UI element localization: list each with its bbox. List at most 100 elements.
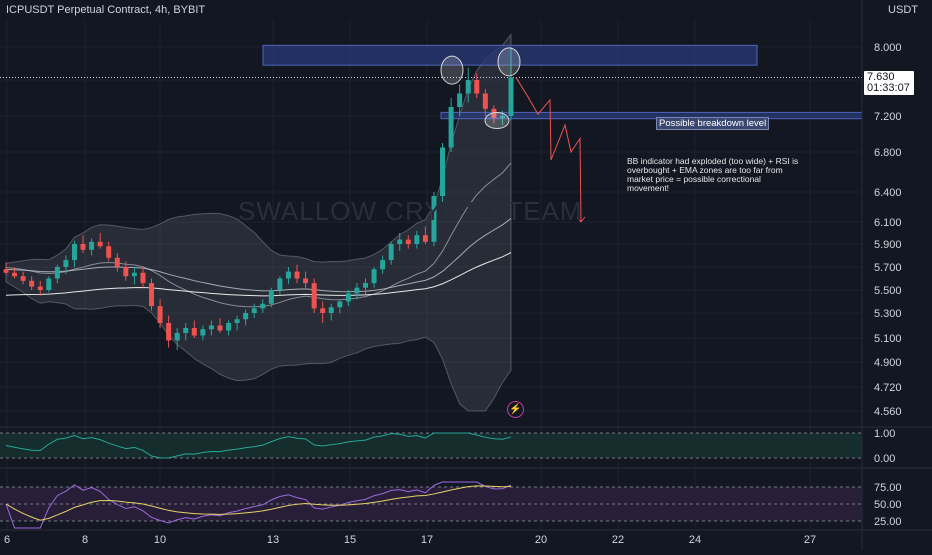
candle-body — [414, 235, 420, 244]
candle-body — [354, 287, 360, 294]
y-axis-tick: 4.560 — [874, 406, 902, 418]
x-axis-tick: 22 — [612, 534, 624, 546]
last-price: 7.630 — [867, 71, 895, 83]
zone-upper-resistance — [262, 44, 758, 66]
projection-path — [515, 77, 582, 223]
candle-body — [12, 272, 18, 277]
candle-body — [285, 271, 291, 279]
candle-body — [71, 244, 77, 261]
candle-body — [388, 244, 394, 261]
candle-body — [140, 272, 146, 284]
rsi-line — [5, 481, 512, 529]
y-axis-tick: 7.200 — [874, 111, 902, 123]
candle-body — [465, 80, 471, 94]
candle-body — [311, 283, 317, 309]
candle-body — [46, 278, 52, 290]
candle-body — [149, 283, 155, 307]
candle-body — [260, 303, 266, 309]
candle-body — [345, 293, 351, 302]
x-axis-tick: 27 — [804, 534, 816, 546]
candle-body — [405, 239, 411, 244]
x-axis-tick: 10 — [154, 534, 166, 546]
candle-body — [268, 290, 274, 304]
candle-body — [20, 276, 26, 281]
highlight-ellipse — [497, 47, 521, 77]
y-axis-tick: 6.400 — [874, 187, 902, 199]
candle-body — [337, 301, 343, 308]
candle-body — [422, 235, 428, 242]
candle-body — [243, 313, 249, 320]
y-axis-tick: 4.900 — [874, 357, 902, 369]
candle-body — [320, 308, 326, 313]
y-axis-tick: 5.700 — [874, 262, 902, 274]
x-axis-tick: 8 — [82, 534, 88, 546]
x-axis-tick: 15 — [344, 534, 356, 546]
candle-body — [200, 329, 206, 336]
candle-body — [431, 196, 437, 242]
rsi-signal-line — [5, 485, 512, 521]
analysis-note[interactable]: BB indicator had exploded (too wide) + R… — [627, 156, 799, 193]
y-axis-tick: 6.100 — [874, 217, 902, 229]
x-axis-tick: 20 — [535, 534, 547, 546]
currency-label: USDT — [888, 4, 918, 16]
candle-body — [106, 246, 112, 258]
candle-body — [457, 93, 463, 107]
ema-line — [5, 252, 512, 297]
candle-body — [97, 241, 103, 247]
oscillator-tick: 0.00 — [874, 453, 895, 465]
oscillator-band — [0, 433, 862, 458]
candle-body — [226, 323, 232, 331]
chart-title[interactable]: ICPUSDT Perpetual Contract, 4h, BYBIT — [6, 4, 206, 16]
candle-body — [474, 80, 480, 94]
candle-body — [63, 260, 69, 267]
candle-body — [3, 269, 9, 273]
candle-body — [397, 239, 403, 244]
candle-body — [157, 306, 163, 323]
rsi-tick: 75.00 — [874, 482, 902, 494]
y-axis-tick: 6.800 — [874, 147, 902, 159]
candle-body — [328, 307, 334, 313]
y-axis-tick: 5.100 — [874, 333, 902, 345]
candle-body — [508, 77, 514, 116]
candle-body — [277, 278, 283, 290]
candle-body — [491, 108, 497, 118]
highlight-ellipse — [484, 112, 510, 129]
candle-body — [174, 333, 180, 341]
candle-body — [208, 325, 214, 330]
ema-line — [5, 162, 512, 308]
candle-body — [380, 260, 386, 270]
candle-body — [371, 269, 377, 284]
candle-body — [114, 257, 120, 267]
watermark-text: SWALLOW CRYPTO TEAM — [238, 196, 583, 226]
candle-body — [303, 278, 309, 284]
x-axis-tick: 6 — [4, 534, 10, 546]
candle-body — [29, 280, 35, 287]
y-axis-tick: 5.900 — [874, 239, 902, 251]
candle-body — [448, 107, 454, 148]
oscillator-tick: 1.00 — [874, 428, 895, 440]
highlight-ellipse — [440, 55, 464, 85]
candle-body — [482, 93, 488, 109]
candle-body — [131, 272, 137, 277]
candle-body — [362, 283, 368, 288]
candle-body — [80, 244, 86, 250]
bolt-icon[interactable]: ⚡ — [507, 401, 524, 418]
rsi-tick: 50.00 — [874, 499, 902, 511]
candle-body — [191, 328, 197, 336]
y-axis-tick: 5.300 — [874, 308, 902, 320]
x-axis-tick: 24 — [689, 534, 701, 546]
oscillator-line — [5, 432, 512, 459]
candle-body — [251, 308, 257, 313]
candle-body — [183, 328, 189, 333]
candle-body — [217, 325, 223, 331]
candle-body — [89, 241, 95, 250]
y-axis-tick: 4.720 — [874, 382, 902, 394]
candle-body — [123, 267, 129, 277]
x-axis-tick: 13 — [267, 534, 279, 546]
candle-body — [499, 116, 505, 118]
candle-body — [234, 319, 240, 323]
candle-body — [54, 267, 60, 279]
breakdown-label[interactable]: Possible breakdown level — [656, 117, 770, 130]
